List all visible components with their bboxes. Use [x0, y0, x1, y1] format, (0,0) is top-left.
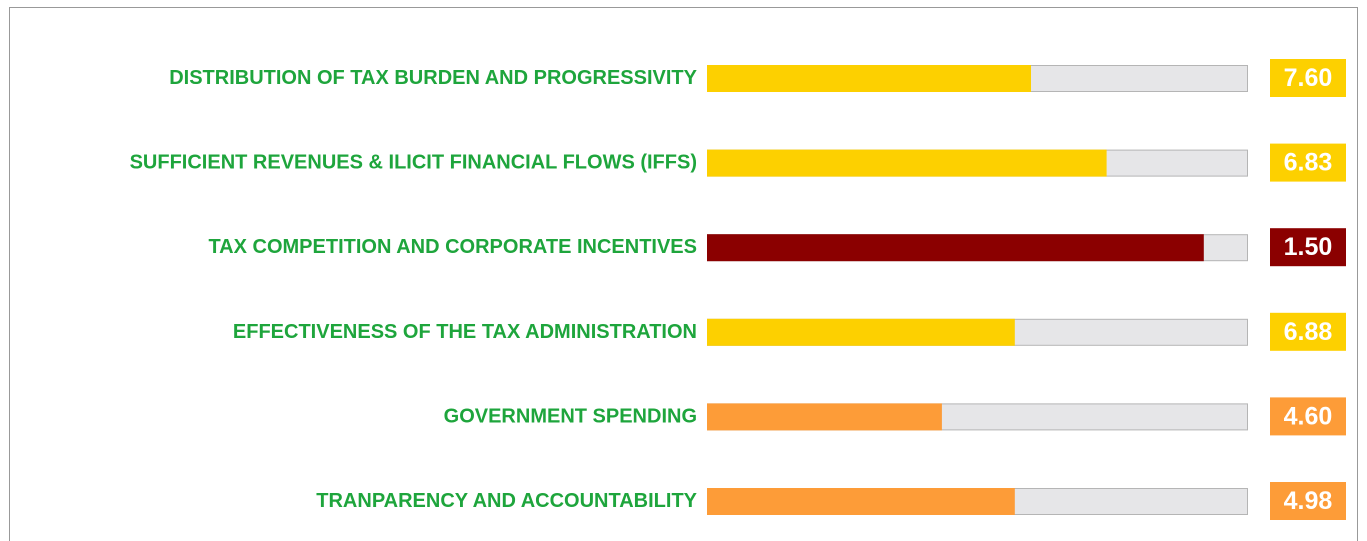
bar — [707, 318, 1015, 346]
score-label: 4.60 — [1284, 402, 1333, 430]
score-label: 6.88 — [1284, 318, 1333, 346]
category-label: EFFECTIVENESS OF THE TAX ADMINISTRATION — [233, 321, 697, 343]
score-box — [1270, 397, 1346, 436]
category-label: TAX COMPETITION AND CORPORATE INCENTIVES — [208, 236, 697, 258]
score-label: 7.60 — [1284, 64, 1333, 92]
score-label: 6.83 — [1284, 149, 1333, 177]
score-label: 1.50 — [1284, 233, 1333, 261]
score-box — [1270, 312, 1346, 351]
score-box — [1270, 143, 1346, 182]
bar — [707, 488, 1015, 515]
score-box — [1270, 228, 1346, 267]
score-box — [1270, 59, 1346, 97]
bar — [707, 149, 1107, 177]
bar — [707, 403, 942, 431]
frame — [9, 7, 1358, 541]
category-label: DISTRIBUTION OF TAX BURDEN AND PROGRESSI… — [169, 67, 697, 89]
score-box — [1270, 482, 1346, 520]
score-label: 4.98 — [1284, 487, 1333, 515]
bar — [707, 234, 1204, 262]
category-label: SUFFICIENT REVENUES & ILICIT FINANCIAL F… — [130, 152, 697, 174]
category-label: TRANPARENCY AND ACCOUNTABILITY — [316, 490, 697, 512]
category-label: GOVERNMENT SPENDING — [444, 405, 697, 427]
bar — [707, 65, 1031, 92]
